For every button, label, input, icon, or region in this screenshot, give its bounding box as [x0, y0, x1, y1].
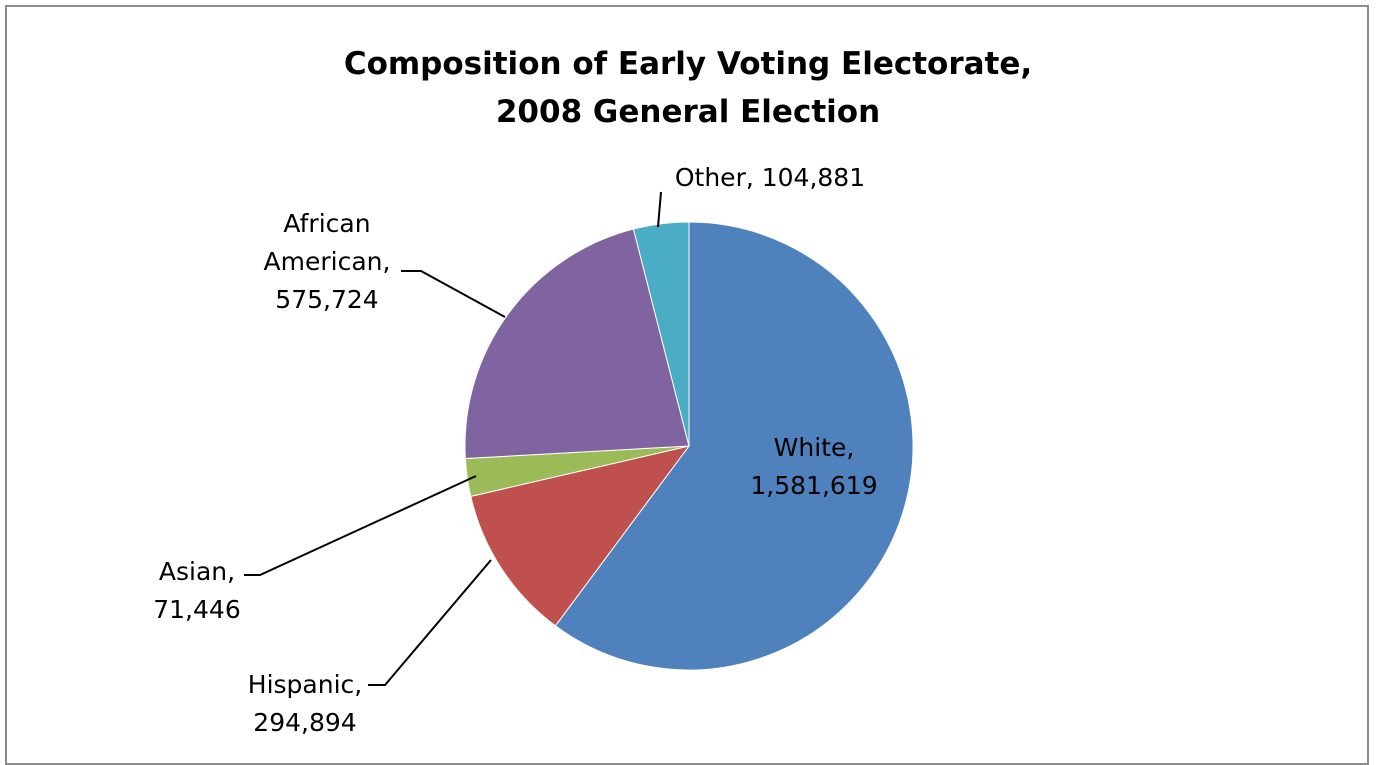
leader-lines: [244, 191, 662, 686]
chart-title-line-1: Composition of Early Voting Electorate,: [343, 46, 1033, 82]
chart-title-line-2: 2008 General Election: [495, 94, 881, 130]
leader-line-hispanic: [368, 559, 492, 686]
pie-chart: White, 1,581,619 Hispanic, 294,894 Asian, 71,…: [153, 163, 914, 737]
data-label-african-american: African American, 575,724: [264, 209, 391, 314]
leader-line-african-american: [401, 270, 506, 318]
data-label-white: White, 1,581,619: [750, 433, 877, 500]
pie-slice-white: [554, 221, 914, 671]
pie-slice-other: [632, 221, 690, 447]
pie-slices: [464, 221, 914, 671]
data-label-line: 575,724: [275, 285, 378, 314]
data-labels: White, 1,581,619 Hispanic, 294,894 Asian, 71,…: [153, 163, 877, 737]
data-label-asian: Asian, 71,446: [153, 557, 240, 624]
data-label-line: African: [283, 209, 370, 238]
data-label-line: Asian,: [159, 557, 235, 586]
data-label-other: Other, 104,881: [675, 163, 865, 192]
data-label-line: Hispanic,: [248, 670, 362, 699]
data-label-line: White,: [774, 433, 855, 462]
data-label-hispanic: Hispanic, 294,894: [248, 670, 362, 737]
data-label-line: 294,894: [253, 708, 356, 737]
data-label-line: 71,446: [153, 595, 240, 624]
pie-slice-hispanic: [470, 445, 691, 627]
chart-title: Composition of Early Voting Electorate, …: [0, 40, 1376, 136]
data-label-line: 1,581,619: [750, 471, 877, 500]
pie-slice-african-american: [464, 228, 690, 460]
leader-line-other: [657, 191, 662, 228]
leader-line-asian: [244, 475, 477, 576]
data-label-line: Other, 104,881: [675, 163, 865, 192]
data-label-line: American,: [264, 247, 391, 276]
